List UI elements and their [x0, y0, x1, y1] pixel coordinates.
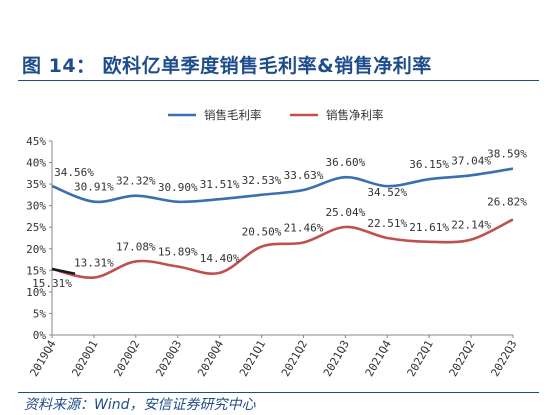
line-chart: 销售毛利率 销售净利率 0%5%10%15%20%25%30%35%40%45% …: [26, 108, 527, 379]
data-label: 13.31%: [74, 257, 114, 270]
data-label: 21.46%: [284, 221, 324, 234]
data-label: 22.51%: [367, 217, 407, 230]
y-tick-label: 45%: [26, 135, 46, 148]
y-tick-label: 0%: [33, 329, 47, 342]
data-label: 32.53%: [242, 174, 282, 187]
x-axis: 2019Q4 2020Q1 2020Q2 2020Q3 2020Q4 2021Q1 2021…: [27, 334, 520, 379]
data-label: 17.08%: [116, 240, 156, 253]
y-axis: 0% 5% 10% 15% 20% 25% 30% 35% 40% 45%: [26, 135, 53, 342]
series-line: [51, 218, 514, 279]
data-label: 22.14%: [451, 219, 491, 232]
figure-title: 图 14： 欧科亿单季度销售毛利率&销售净利率: [22, 55, 432, 77]
x-tick-label: 2021Q3: [321, 338, 352, 379]
x-tick-label: 2019Q4: [27, 338, 58, 379]
data-label: 38.59%: [487, 148, 527, 161]
x-tick-label: 2020Q2: [111, 338, 142, 379]
x-tick-label: 2022Q3: [488, 338, 519, 379]
x-tick-label: 2022Q1: [405, 338, 436, 379]
series-line: [51, 167, 514, 204]
x-tick-label: 2021Q2: [279, 338, 310, 379]
data-label: 15.31%: [32, 277, 72, 290]
data-label: 34.56%: [54, 166, 94, 179]
data-label: 37.04%: [451, 154, 491, 167]
legend-label: 销售净利率: [326, 108, 384, 122]
y-tick-label: 15%: [26, 264, 46, 277]
y-tick-label: 30%: [26, 200, 46, 213]
y-tick-label: 5%: [33, 307, 47, 320]
data-label: 36.60%: [325, 156, 365, 169]
x-tick-label: 2020Q1: [69, 338, 100, 379]
data-label: 15.89%: [158, 245, 198, 258]
y-tick-label: 40%: [26, 157, 46, 170]
data-label: 36.15%: [409, 158, 449, 171]
title-underline: [18, 80, 539, 81]
y-tick-label: 10%: [26, 286, 46, 299]
y-tick-label: 20%: [26, 243, 46, 256]
chart-legend: 销售毛利率 销售净利率: [168, 108, 384, 122]
data-label: 14.40%: [200, 252, 240, 265]
data-label: 26.82%: [487, 195, 527, 208]
data-label: 20.50%: [242, 226, 282, 239]
data-label-layer: 34.56% 30.91% 32.32% 30.90% 31.51% 32.53% 33.6…: [32, 148, 527, 290]
x-tick-label: 2021Q1: [237, 338, 268, 379]
source-note: 资料来源：Wind，安信证券研究中心: [24, 397, 256, 413]
data-label: 33.63%: [284, 169, 324, 182]
legend-label: 销售毛利率: [204, 108, 262, 122]
x-tick-label: 2020Q3: [153, 338, 184, 379]
series-layer: [51, 167, 514, 279]
x-tick-label: 2022Q2: [447, 338, 478, 379]
y-tick-label: 25%: [26, 221, 46, 234]
data-label: 30.90%: [158, 181, 198, 194]
data-label: 34.52%: [367, 186, 407, 199]
data-label: 32.32%: [116, 175, 156, 188]
data-label: 25.04%: [325, 206, 365, 219]
series-start-segment: [51, 267, 76, 276]
y-tick-label: 35%: [26, 178, 46, 191]
data-label: 21.61%: [409, 221, 449, 234]
data-label: 30.91%: [74, 181, 114, 194]
x-tick-label: 2020Q4: [195, 338, 226, 379]
x-tick-label: 2021Q4: [363, 338, 394, 379]
data-label: 31.51%: [200, 178, 240, 191]
source-divider: [18, 392, 539, 393]
